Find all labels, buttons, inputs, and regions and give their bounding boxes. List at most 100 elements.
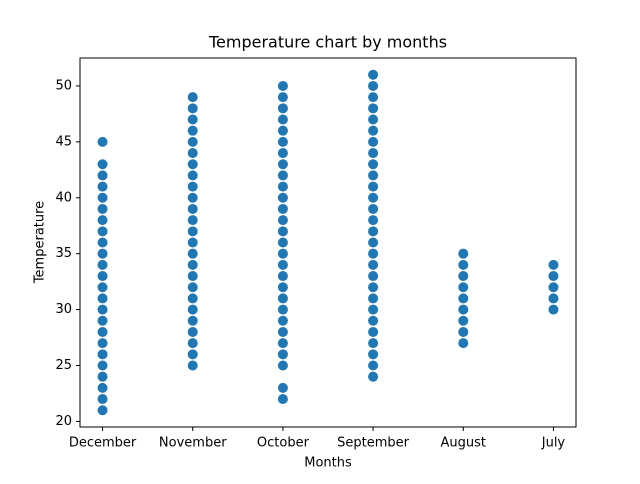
- point: [368, 103, 379, 114]
- point: [277, 304, 288, 315]
- point: [187, 92, 198, 103]
- point: [187, 304, 198, 315]
- point: [277, 159, 288, 170]
- point: [368, 69, 379, 80]
- point: [368, 371, 379, 382]
- point: [548, 259, 559, 270]
- point: [97, 192, 108, 203]
- point: [368, 271, 379, 282]
- point: [187, 159, 198, 170]
- point: [187, 259, 198, 270]
- point: [97, 394, 108, 405]
- point: [97, 170, 108, 181]
- point: [97, 271, 108, 282]
- point: [458, 259, 469, 270]
- point: [458, 338, 469, 349]
- point: [187, 170, 198, 181]
- point: [187, 215, 198, 226]
- point: [97, 159, 108, 170]
- point: [458, 293, 469, 304]
- point: [97, 215, 108, 226]
- point: [187, 271, 198, 282]
- point: [277, 259, 288, 270]
- chart-title: Temperature chart by months: [208, 33, 447, 52]
- point: [97, 360, 108, 371]
- point: [277, 326, 288, 337]
- point: [97, 349, 108, 360]
- point: [277, 125, 288, 136]
- point: [97, 338, 108, 349]
- point: [458, 315, 469, 326]
- point: [368, 237, 379, 248]
- point: [97, 405, 108, 416]
- point: [277, 203, 288, 214]
- x-tick-label: November: [159, 436, 227, 451]
- point: [277, 382, 288, 393]
- point: [368, 360, 379, 371]
- point: [368, 215, 379, 226]
- point: [368, 326, 379, 337]
- point: [187, 360, 198, 371]
- point: [548, 304, 559, 315]
- point: [458, 304, 469, 315]
- point: [368, 338, 379, 349]
- plot-frame: [79, 57, 577, 428]
- x-tick-label: August: [441, 436, 487, 451]
- point: [548, 293, 559, 304]
- point: [277, 215, 288, 226]
- point: [187, 114, 198, 125]
- point: [368, 92, 379, 103]
- point: [277, 360, 288, 371]
- point: [368, 80, 379, 91]
- point: [277, 80, 288, 91]
- point: [187, 203, 198, 214]
- point: [368, 125, 379, 136]
- point: [277, 92, 288, 103]
- point: [97, 237, 108, 248]
- point: [277, 338, 288, 349]
- point: [368, 282, 379, 293]
- y-tick-label: 45: [55, 134, 72, 149]
- point: [548, 282, 559, 293]
- point: [97, 181, 108, 192]
- point: [187, 136, 198, 147]
- point: [187, 315, 198, 326]
- x-tick-label: July: [541, 436, 566, 451]
- point: [368, 192, 379, 203]
- point: [187, 192, 198, 203]
- point: [277, 192, 288, 203]
- point: [277, 226, 288, 237]
- point: [97, 382, 108, 393]
- point: [97, 293, 108, 304]
- point: [187, 349, 198, 360]
- y-tick-label: 20: [55, 414, 72, 429]
- point: [368, 203, 379, 214]
- point: [368, 304, 379, 315]
- point: [187, 181, 198, 192]
- x-tick-label: September: [337, 436, 410, 451]
- point: [368, 226, 379, 237]
- point: [368, 170, 379, 181]
- point: [368, 293, 379, 304]
- point: [368, 159, 379, 170]
- point: [368, 248, 379, 259]
- point: [368, 259, 379, 270]
- point: [187, 103, 198, 114]
- point: [277, 349, 288, 360]
- point: [368, 114, 379, 125]
- point: [277, 170, 288, 181]
- point: [187, 248, 198, 259]
- point: [97, 226, 108, 237]
- point: [277, 271, 288, 282]
- point: [187, 226, 198, 237]
- point: [458, 271, 469, 282]
- point: [277, 181, 288, 192]
- point: [97, 315, 108, 326]
- point: [458, 282, 469, 293]
- point: [277, 103, 288, 114]
- point: [277, 282, 288, 293]
- point: [97, 304, 108, 315]
- point: [368, 349, 379, 360]
